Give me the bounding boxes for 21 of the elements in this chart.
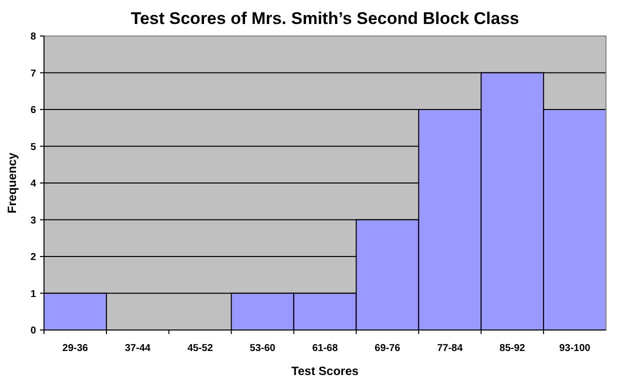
x-tick-label: 53-60 [250,343,276,354]
x-tick-label: 37-44 [124,343,151,354]
x-tick-label: 93-100 [559,343,591,354]
y-axis-title: Frequency [5,152,19,214]
x-tick-label: 69-76 [374,343,401,354]
x-tick-label: 45-52 [187,343,214,354]
y-tick-label: 4 [30,178,36,190]
chart-title: Test Scores of Mrs. Smith’s Second Block Class [130,9,520,28]
x-tick-label: 85-92 [500,343,526,354]
x-axis-title: Test Scores [291,364,359,378]
y-tick-label: 6 [30,105,36,116]
x-tick-label: 29-36 [62,343,88,354]
x-tick-label: 77-84 [437,343,464,354]
y-tick-label: 8 [30,32,36,42]
y-tick-label: 1 [30,288,36,300]
y-tick-label: 7 [30,68,36,80]
y-tick-label: 5 [30,142,36,153]
y-tick-label: 3 [30,215,36,226]
y-tick-label: 2 [30,252,36,263]
y-tick-label: 0 [30,326,36,336]
x-tick-label: 61-68 [312,343,338,354]
